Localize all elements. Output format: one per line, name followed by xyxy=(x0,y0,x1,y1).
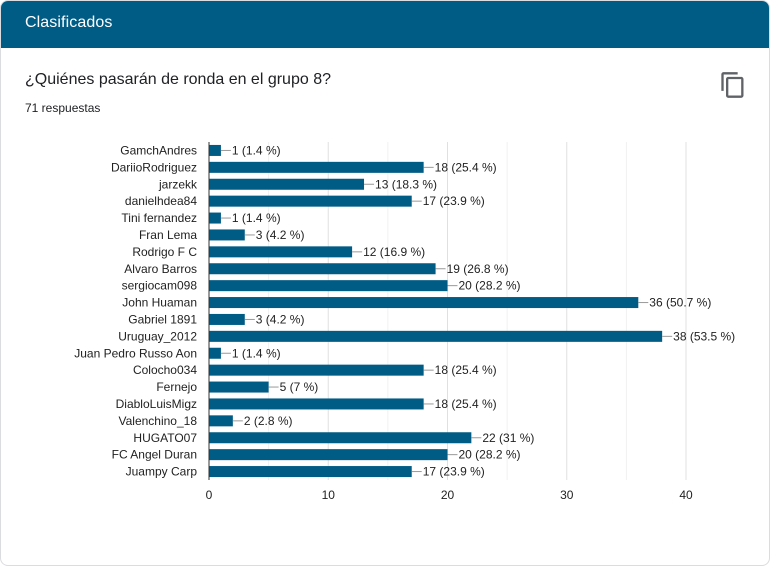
copy-chart-button[interactable] xyxy=(719,71,747,99)
category-label: John Huaman xyxy=(122,296,197,310)
data-label: 12 (16.9 %) xyxy=(363,245,425,259)
bar xyxy=(209,398,424,410)
data-label: 17 (23.9 %) xyxy=(423,465,485,479)
bar xyxy=(209,432,472,444)
category-label: Fernejo xyxy=(156,380,197,394)
category-label: FC Angel Duran xyxy=(112,448,197,462)
bar xyxy=(209,144,221,156)
question-title: ¿Quiénes pasarán de ronda en el grupo 8? xyxy=(25,71,331,88)
bar xyxy=(209,246,353,258)
bar xyxy=(209,415,233,427)
card-header: Clasificados xyxy=(1,1,769,48)
bar xyxy=(209,195,412,207)
data-label: 18 (25.4 %) xyxy=(435,160,497,174)
data-label: 13 (18.3 %) xyxy=(375,177,437,191)
category-label: Gabriel 1891 xyxy=(128,312,197,326)
data-label: 20 (28.2 %) xyxy=(459,279,521,293)
category-label: Alvaro Barros xyxy=(124,262,197,276)
bar xyxy=(209,449,448,461)
category-label: Juan Pedro Russo Aon xyxy=(74,346,197,360)
x-tick-label: 0 xyxy=(206,488,213,502)
data-label: 22 (31 %) xyxy=(482,431,534,445)
data-label: 1 (1.4 %) xyxy=(232,143,281,157)
category-label: Uruguay_2012 xyxy=(118,329,197,343)
data-label: 5 (7 %) xyxy=(280,380,319,394)
category-label: Juampy Carp xyxy=(126,465,198,479)
category-label: Fran Lema xyxy=(139,228,197,242)
bar xyxy=(209,212,221,224)
data-label: 38 (53.5 %) xyxy=(673,329,735,343)
response-count: 71 respuestas xyxy=(25,101,101,115)
x-tick-label: 20 xyxy=(441,488,455,502)
data-label: 17 (23.9 %) xyxy=(423,194,485,208)
category-label: GamchAndres xyxy=(120,143,197,157)
bar xyxy=(209,347,221,359)
header-title: Clasificados xyxy=(25,14,113,31)
data-label: 18 (25.4 %) xyxy=(435,397,497,411)
data-label: 3 (4.2 %) xyxy=(256,312,305,326)
category-label: Rodrigo F C xyxy=(132,245,197,259)
bar xyxy=(209,381,269,393)
bar xyxy=(209,263,436,275)
category-label: Valenchino_18 xyxy=(118,414,197,428)
bar xyxy=(209,280,448,292)
category-label: DiabloLuisMigz xyxy=(116,397,197,411)
bar xyxy=(209,161,424,173)
bar xyxy=(209,330,663,342)
bar xyxy=(209,364,424,376)
x-tick-label: 40 xyxy=(679,488,693,502)
category-label: jarzekk xyxy=(158,177,198,191)
data-label: 1 (1.4 %) xyxy=(232,346,281,360)
bar xyxy=(209,178,365,190)
category-label: Colocho034 xyxy=(133,363,197,377)
data-label: 1 (1.4 %) xyxy=(232,211,281,225)
bar xyxy=(209,313,245,325)
category-label: DariioRodriguez xyxy=(111,160,197,174)
bar xyxy=(209,466,412,478)
bar xyxy=(209,229,245,241)
category-label: sergiocam098 xyxy=(122,279,198,293)
bar xyxy=(209,297,639,309)
data-label: 20 (28.2 %) xyxy=(459,448,521,462)
category-label: danielhdea84 xyxy=(125,194,197,208)
x-tick-label: 10 xyxy=(322,488,336,502)
data-label: 36 (50.7 %) xyxy=(649,296,711,310)
data-label: 3 (4.2 %) xyxy=(256,228,305,242)
data-label: 18 (25.4 %) xyxy=(435,363,497,377)
copy-icon xyxy=(721,72,744,98)
data-label: 2 (2.8 %) xyxy=(244,414,293,428)
data-label: 19 (26.8 %) xyxy=(447,262,509,276)
category-label: HUGATO07 xyxy=(133,431,197,445)
x-tick-label: 30 xyxy=(560,488,574,502)
category-label: Tini fernandez xyxy=(121,211,197,225)
